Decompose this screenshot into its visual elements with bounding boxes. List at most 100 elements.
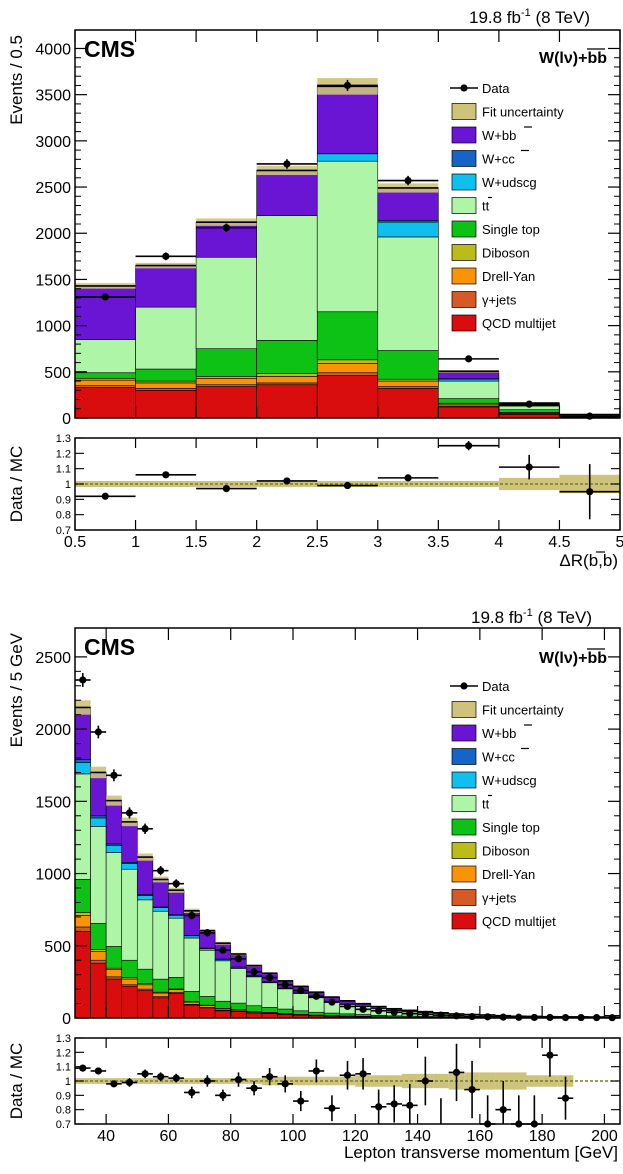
legend-label-qcd: QCD multijet xyxy=(482,914,556,929)
process-label: W(lν)+bb xyxy=(539,650,607,667)
data-point xyxy=(359,1005,367,1013)
y-tick-label: 4000 xyxy=(35,41,71,58)
bar-qcd xyxy=(199,1007,216,1019)
bar-qcd xyxy=(377,388,439,419)
ratio-y-tick-label: 0.8 xyxy=(56,510,71,522)
x-tick-label: 1.5 xyxy=(185,534,207,551)
y-tick-label: 2500 xyxy=(35,650,71,667)
y-tick-label: 500 xyxy=(44,365,71,382)
data-point xyxy=(125,809,134,817)
bar-dy xyxy=(136,984,154,990)
bar-tt xyxy=(135,306,197,370)
ratio-uncertainty-band xyxy=(498,477,560,491)
ratio-y-tick-label: 0.7 xyxy=(56,525,71,537)
bar-qcd xyxy=(90,962,107,1019)
bar-qcd xyxy=(168,993,185,1019)
bar-qcd xyxy=(183,1004,200,1019)
bar-qcd xyxy=(135,389,197,419)
bar-stop xyxy=(74,879,91,913)
data-point xyxy=(312,992,320,1000)
bar-wbb xyxy=(377,187,439,221)
bar-stop xyxy=(308,1011,325,1016)
x-tick-label: 2.5 xyxy=(306,534,328,551)
bar-tt xyxy=(152,910,169,980)
ratio-uncertainty-band xyxy=(526,1075,543,1087)
data-point xyxy=(465,355,473,363)
data-point xyxy=(390,1008,398,1016)
bar-stop xyxy=(339,1013,356,1017)
data-point xyxy=(162,252,170,260)
bar-stop xyxy=(245,1005,263,1012)
bar-tt xyxy=(214,960,232,1002)
legend-swatch-qcd xyxy=(451,912,477,930)
data-point xyxy=(203,929,211,937)
legend-label-gjets: γ+jets xyxy=(482,891,517,906)
bar-stop xyxy=(152,978,169,993)
bar-gjets xyxy=(316,372,379,376)
bar-stop xyxy=(90,923,107,950)
y-tick-label: 1000 xyxy=(35,867,71,884)
y-tick-label: 0 xyxy=(62,411,71,428)
bar-qcd xyxy=(245,1012,263,1019)
y-tick-label: 1000 xyxy=(35,319,71,336)
bar-stop xyxy=(261,1007,278,1013)
ratio-uncertainty-band xyxy=(438,480,499,488)
x-tick-label: 0.5 xyxy=(64,534,86,551)
data-point xyxy=(266,973,274,982)
legend-label-wudscg: W+udscg xyxy=(482,773,537,788)
bar-stop xyxy=(135,368,197,382)
y-tick-label: 0 xyxy=(62,1011,71,1028)
ratio-y-tick-label: 1 xyxy=(65,479,71,491)
bar-dy xyxy=(316,363,379,374)
legend-label-diboson: Diboson xyxy=(482,246,530,261)
bar-tt xyxy=(438,380,500,399)
legend-label-qcd: QCD multijet xyxy=(482,316,556,331)
y-tick-label: 2000 xyxy=(35,722,71,739)
bar-qcd xyxy=(256,384,318,419)
bar-tt xyxy=(377,236,439,351)
x-tick-label: 1 xyxy=(131,534,140,551)
bar-stop xyxy=(277,1008,294,1014)
bar-gjets xyxy=(74,926,91,932)
data-point xyxy=(234,955,243,963)
legend-swatch-wbb xyxy=(451,126,477,144)
bar-tt xyxy=(195,256,257,350)
x-axis-title: ΔR(b,b) xyxy=(559,551,618,570)
data-point xyxy=(437,1011,445,1019)
data-point xyxy=(328,998,336,1006)
data-point xyxy=(94,728,102,736)
ratio-uncertainty-band xyxy=(377,480,439,488)
x-tick-label: 120 xyxy=(342,1128,369,1145)
bar-tt xyxy=(261,982,278,1008)
data-point xyxy=(219,946,227,954)
x-tick-label: 200 xyxy=(591,1128,618,1145)
data-point xyxy=(375,1007,383,1015)
legend-swatch-tt xyxy=(451,197,477,214)
bar-tt xyxy=(121,868,138,961)
bar-stop xyxy=(498,409,560,413)
legend-swatch-dy xyxy=(451,865,477,883)
bar-diboson xyxy=(90,949,107,952)
data-point xyxy=(283,160,291,168)
bar-stop xyxy=(230,1002,247,1010)
bar-tt xyxy=(245,976,263,1007)
legend-swatch-qcd xyxy=(451,314,477,332)
bar-tt xyxy=(292,993,309,1012)
legend-label-wbb: W+bb xyxy=(482,726,516,741)
x-tick-label: 5 xyxy=(616,534,623,551)
legend-label-gjets: γ+jets xyxy=(482,293,517,308)
bar-dy xyxy=(105,969,123,978)
data-point xyxy=(172,880,180,888)
bar-gjets xyxy=(90,959,107,964)
y-tick-label: 3500 xyxy=(35,88,71,105)
x-tick-label: 80 xyxy=(222,1128,240,1145)
legend-swatch-fit xyxy=(451,701,477,718)
bar-wudscg xyxy=(105,845,123,853)
lumi-superscript: -1 xyxy=(521,7,531,19)
bar-wbb xyxy=(168,889,185,916)
bar-stop xyxy=(195,348,257,377)
legend-swatch-gjets xyxy=(451,889,477,906)
bar-stop xyxy=(323,1012,341,1016)
bar-qcd xyxy=(230,1011,247,1019)
ratio-uncertainty-band xyxy=(542,1075,558,1087)
